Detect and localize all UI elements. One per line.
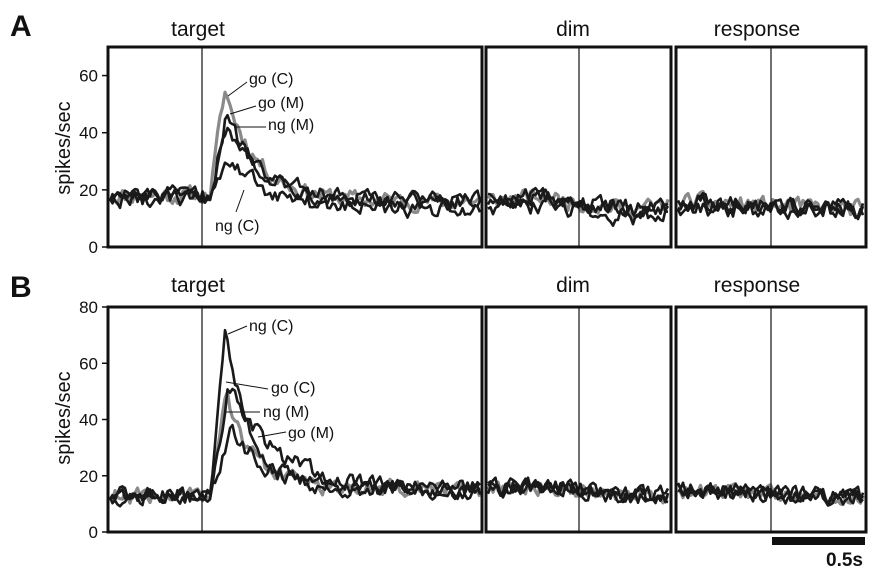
annotations-b: ng (C) go (C) ng (M) go (M) <box>225 318 334 442</box>
annotation-go-c-b: go (C) <box>271 380 315 397</box>
trace-gom-dim <box>487 476 670 504</box>
leader-line <box>229 105 257 115</box>
leader-line <box>225 381 269 390</box>
trace-ngc-dim <box>487 196 670 227</box>
trace-ngc-target <box>108 161 482 219</box>
epoch-title-target-a: target <box>171 18 225 41</box>
leader-line <box>235 189 245 213</box>
y-tick-label: 60 <box>79 354 98 373</box>
y-axis-label-a: spikes/sec <box>53 101 75 194</box>
annotation-ng-m-b: ng (M) <box>263 404 309 421</box>
epoch-title-response-b: response <box>714 274 800 297</box>
panel-label-a: A <box>10 10 32 43</box>
y-tick-label: 20 <box>79 467 98 486</box>
y-axis-label-b: spikes/sec <box>53 371 75 464</box>
y-tick-label: 0 <box>89 238 98 257</box>
epoch-title-dim-b: dim <box>556 274 590 297</box>
leader-line <box>227 325 248 335</box>
trace-goc-target <box>109 90 481 214</box>
trace-goc-dim <box>486 477 669 505</box>
y-tick-label: 40 <box>79 411 98 430</box>
annotations-a: go (C) go (M) ng (M) ng (C) <box>215 71 314 235</box>
y-tick-label: 20 <box>79 181 98 200</box>
annotation-ng-c-a: ng (C) <box>215 218 259 235</box>
y-tick-label: 80 <box>79 298 98 317</box>
scale-bar-label: 0.5s <box>826 550 863 571</box>
epoch-title-target-b: target <box>171 274 225 297</box>
annotation-go-m-b: go (M) <box>288 425 334 442</box>
frame-target-b <box>106 305 484 534</box>
y-ticks-b: 0 20 40 60 80 <box>79 298 108 542</box>
scale-bar-line <box>772 537 865 545</box>
trace-gom-target <box>108 423 481 507</box>
trace-gom-target <box>108 113 482 208</box>
epoch-title-response-a: response <box>714 18 800 41</box>
y-tick-label: 0 <box>89 523 98 542</box>
y-tick-label: 60 <box>79 67 98 86</box>
leader-line <box>227 81 248 97</box>
panel-a: A target dim response spikes/sec 0 20 40 60… <box>10 10 868 257</box>
scale-bar: 0.5s <box>772 537 865 571</box>
annotation-ng-m-a: ng (M) <box>268 117 314 134</box>
epoch-title-dim-a: dim <box>556 18 590 41</box>
annotation-go-c-a: go (C) <box>249 71 293 88</box>
panel-label-b: B <box>10 271 32 304</box>
y-ticks-a: 0 20 40 60 <box>79 67 108 257</box>
trace-ngm-dim <box>486 188 669 218</box>
frame-target-a <box>106 45 484 249</box>
annotation-go-m-a: go (M) <box>258 95 304 112</box>
annotation-ng-c-b: ng (C) <box>249 318 293 335</box>
y-tick-label: 40 <box>79 124 98 143</box>
panel-b: B target dim response spikes/sec 0 20 40 60… <box>10 271 868 542</box>
leader-line <box>257 431 287 438</box>
